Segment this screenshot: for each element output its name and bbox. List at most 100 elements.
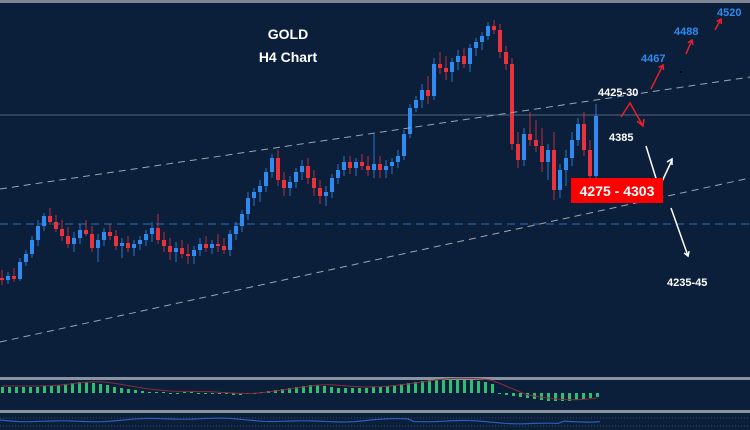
candle-body (252, 192, 256, 198)
candle-body (102, 232, 106, 240)
candle-body (60, 229, 64, 236)
macd-bar (540, 393, 543, 400)
macd-bar (22, 387, 25, 393)
lower-channel-line (0, 177, 750, 343)
macd-bar (484, 382, 487, 393)
macd-bar (204, 393, 207, 394)
candle-body (492, 26, 496, 30)
macd-bar (568, 393, 571, 401)
macd-bar (211, 393, 214, 394)
candle-body (582, 124, 586, 150)
macd-bar (477, 381, 480, 393)
target-arrow-3-head (716, 17, 723, 25)
macd-bar (358, 388, 361, 393)
candle-body (120, 243, 124, 246)
macd-bar (582, 393, 585, 399)
candle-body (24, 254, 28, 262)
candle-body (390, 162, 394, 166)
candle-body (510, 64, 514, 144)
candle-body (420, 90, 424, 100)
macd-bar (141, 391, 144, 393)
macd-bar (106, 385, 109, 393)
target-arrow-1 (650, 64, 664, 90)
candle-body (186, 254, 190, 256)
macd-bar (78, 382, 81, 393)
macd-bar (71, 383, 74, 393)
macd-bar (302, 386, 305, 393)
candle-body (462, 56, 466, 64)
candle-body (312, 178, 316, 188)
bounce-arrowhead (666, 157, 673, 165)
candle-body (474, 42, 478, 48)
macd-bar (99, 384, 102, 393)
candle-body (276, 158, 280, 180)
candle-body (246, 198, 250, 214)
candle-body (210, 244, 214, 248)
macd-bar (414, 382, 417, 393)
candle-body (468, 48, 472, 64)
chart-subtitle: H4 Chart (258, 49, 318, 65)
macd-bar (379, 387, 382, 393)
macd-bar (456, 379, 459, 393)
candle-body (114, 236, 118, 246)
upper-channel-line (0, 76, 750, 190)
macd-bar (449, 379, 452, 393)
resistance-label: 4425-30 (598, 87, 639, 99)
candle-body (270, 158, 274, 172)
macd-bar (1, 387, 4, 393)
candle-body (90, 234, 94, 248)
macd-bar (64, 384, 67, 393)
macd-bar (561, 393, 564, 401)
candle-body (204, 244, 208, 248)
candle-body (234, 226, 238, 234)
candle-body (300, 166, 304, 172)
macd-bar (547, 393, 550, 401)
macd-panel-bottom-divider (0, 410, 750, 413)
candle-body (558, 170, 562, 190)
candle-body (198, 244, 202, 250)
macd-bar (43, 386, 46, 393)
candle-body (156, 228, 160, 240)
candle-body (258, 186, 262, 192)
macd-bar (36, 387, 39, 393)
candle-body (522, 134, 526, 160)
macd-bar (162, 392, 165, 393)
candle-body (222, 246, 226, 250)
candle-body (36, 226, 40, 240)
candle-body (480, 36, 484, 42)
candle-body (486, 26, 490, 36)
macd-bar (589, 393, 592, 398)
candle-body (354, 162, 358, 168)
candle-body (366, 166, 370, 170)
candle-body (282, 180, 286, 188)
candle-body (378, 164, 382, 170)
candle-body (180, 248, 184, 254)
candle-body (0, 278, 4, 280)
candle-body (30, 240, 34, 254)
pullback-label: 4385 (609, 132, 634, 144)
candle-body (528, 134, 532, 140)
macd-bar (155, 392, 158, 393)
candle-body (426, 90, 430, 96)
candle-body (294, 172, 298, 182)
candle-body (306, 166, 310, 178)
candle-body (138, 240, 142, 244)
macd-bar (575, 393, 578, 400)
candle-body (192, 250, 196, 256)
candle-body (72, 238, 76, 244)
macd-bar (491, 384, 494, 393)
macd-bar (421, 381, 424, 393)
candle-body (168, 246, 172, 252)
macd-bar (169, 393, 172, 394)
candle-body (240, 214, 244, 226)
candle-body (108, 232, 112, 236)
candle-body (570, 140, 574, 158)
candle-body (576, 124, 580, 140)
macd-bar (323, 386, 326, 393)
downside-arrow-head (683, 250, 690, 258)
macd-bar (197, 393, 200, 394)
macd-bar (232, 393, 235, 395)
top-border (0, 0, 750, 3)
candle-body (456, 56, 460, 62)
macd-bar (218, 393, 221, 394)
